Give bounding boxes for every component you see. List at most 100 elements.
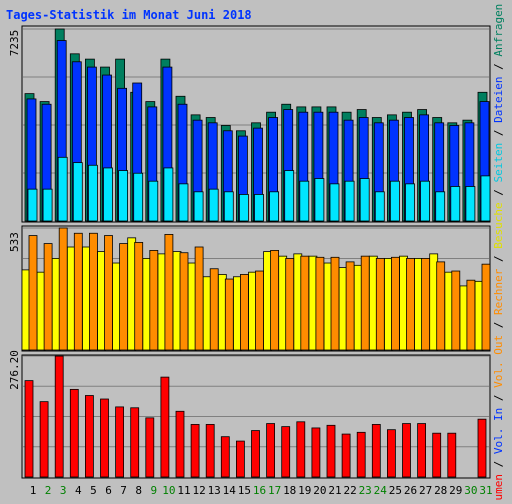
legend-entry: Rechner (492, 268, 505, 315)
bar-rechner-day-15 (239, 274, 249, 351)
bar-volumen-day-8 (130, 407, 140, 478)
bar-seiten-day-26 (405, 183, 415, 222)
bar-rechner-day-10 (164, 234, 174, 351)
legend-separator: / (492, 123, 505, 143)
y-tick-label: 533 (8, 232, 21, 252)
x-tick-label: 22 (343, 484, 356, 497)
bar-rechner-day-7 (119, 243, 128, 351)
bar-seiten-day-14 (223, 191, 234, 222)
bar-seiten-day-24 (374, 191, 385, 222)
bar-volumen-day-4 (69, 388, 79, 478)
bar-seiten-day-25 (389, 180, 400, 222)
bar-volumen-day-25 (386, 429, 396, 478)
x-tick-label: 28 (434, 484, 447, 497)
bar-seiten-day-9 (148, 180, 159, 222)
bar-rechner-day-31 (481, 263, 491, 351)
legend-entry: Volumen (492, 474, 505, 500)
bar-rechner-day-5 (89, 232, 98, 351)
bar-rechner-day-19 (300, 255, 310, 351)
bar-seiten-day-16 (254, 194, 264, 222)
bar-seiten-day-28 (435, 191, 446, 222)
bar-volumen-day-12 (190, 424, 200, 478)
bar-seiten-day-10 (163, 167, 174, 222)
bar-rechner-day-9 (149, 250, 159, 351)
bar-rechner-day-25 (390, 256, 400, 351)
bar-volumen-day-11 (175, 410, 185, 478)
x-tick-label: 10 (162, 484, 175, 497)
legend-entry: Vol. Out (492, 335, 505, 388)
bar-volumen-day-20 (311, 427, 321, 478)
bar-rechner-day-29 (451, 270, 461, 351)
chart-title: Tages-Statistik im Monat Juni 2018 (6, 8, 252, 22)
bar-volumen-day-26 (402, 423, 411, 478)
bar-rechner-day-4 (73, 232, 83, 351)
panel-2: 533 (8, 225, 491, 352)
bar-rechner-day-26 (406, 258, 415, 351)
bar-seiten-day-21 (329, 183, 340, 222)
x-tick-label: 30 (464, 484, 477, 497)
x-tick-label: 15 (238, 484, 251, 497)
x-tick-label: 4 (75, 484, 82, 497)
bar-seiten-day-19 (299, 180, 310, 222)
legend-entry: Dateien (492, 77, 505, 123)
bar-seiten-day-3 (57, 156, 68, 222)
x-tick-label: 21 (328, 484, 341, 497)
legend-separator: / (492, 315, 505, 335)
x-tick-label: 16 (253, 484, 266, 497)
bar-seiten-day-7 (118, 170, 128, 222)
bar-rechner-day-28 (436, 261, 446, 351)
legend-separator: / (492, 454, 505, 474)
bar-volumen-day-1 (24, 380, 34, 478)
bar-volumen-day-19 (296, 421, 306, 478)
bar-seiten-day-5 (88, 164, 98, 222)
bar-seiten-day-13 (208, 188, 219, 222)
bar-volumen-day-14 (220, 436, 230, 478)
x-tick-label: 2 (45, 484, 52, 497)
x-tick-label: 25 (389, 484, 402, 497)
bar-seiten-day-6 (103, 167, 113, 222)
bar-rechner-day-2 (43, 243, 53, 351)
legend-separator: / (492, 388, 505, 408)
x-tick-label: 8 (135, 484, 142, 497)
x-tick-label: 14 (223, 484, 237, 497)
bar-rechner-day-18 (285, 258, 295, 351)
legend-separator: / (492, 249, 505, 269)
bar-rechner-day-30 (466, 279, 476, 351)
x-tick-label: 19 (298, 484, 311, 497)
x-tick-label: 20 (313, 484, 326, 497)
bar-rechner-day-24 (375, 258, 385, 351)
x-tick-label: 3 (60, 484, 67, 497)
bar-seiten-day-17 (269, 191, 280, 222)
bar-seiten-day-12 (193, 191, 204, 222)
bar-seiten-day-29 (450, 186, 461, 222)
bar-volumen-day-29 (447, 432, 457, 478)
bar-rechner-day-20 (315, 256, 325, 351)
bar-rechner-day-22 (345, 261, 355, 351)
panel-3: 276.20 (8, 350, 491, 479)
bar-volumen-day-3 (54, 355, 64, 478)
bar-volumen-day-24 (371, 424, 381, 478)
bar-seiten-day-8 (133, 172, 144, 222)
bar-seiten-day-15 (238, 194, 249, 222)
bar-seiten-day-1 (27, 188, 38, 222)
bar-seiten-day-22 (344, 180, 355, 222)
bar-volumen-day-23 (356, 431, 366, 478)
x-tick-label: 17 (268, 484, 281, 497)
x-tick-label: 26 (404, 484, 417, 497)
legend-entry: Seiten (492, 143, 505, 183)
bar-volumen-day-21 (326, 424, 336, 478)
x-tick-label: 18 (283, 484, 296, 497)
bar-rechner-day-3 (58, 227, 68, 351)
bar-rechner-day-13 (209, 268, 219, 351)
x-tick-label: 12 (192, 484, 205, 497)
bar-volumen-day-6 (100, 398, 109, 478)
x-tick-label: 24 (374, 484, 388, 497)
bar-rechner-day-8 (134, 242, 144, 351)
bar-seiten-day-30 (465, 186, 476, 222)
x-tick-label: 6 (105, 484, 112, 497)
bar-rechner-day-12 (194, 246, 204, 351)
bar-seiten-day-27 (420, 180, 431, 222)
bar-volumen-day-13 (205, 424, 215, 478)
bar-volumen-day-17 (266, 423, 276, 478)
